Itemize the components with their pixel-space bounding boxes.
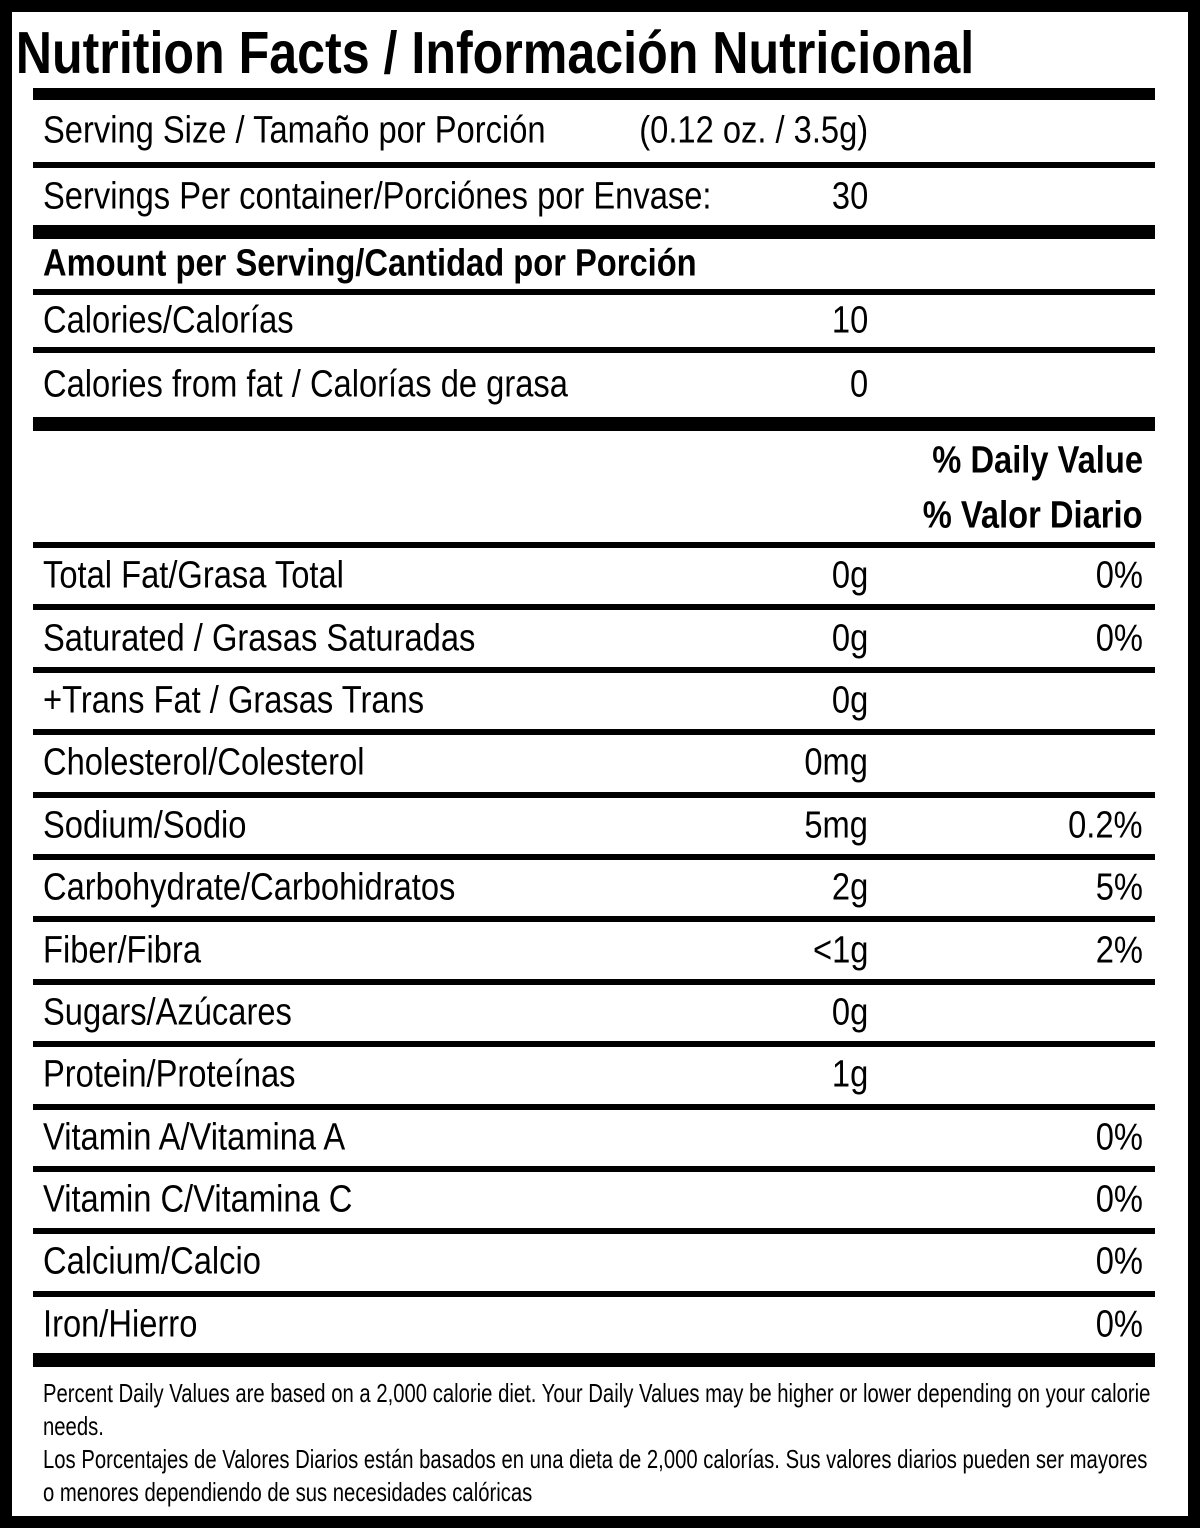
amount-per-serving-row: Amount per Serving/Cantidad por Porción	[33, 239, 1155, 289]
serving-size-label: Serving Size / Tamaño por Porción	[43, 109, 546, 152]
nutrient-row: Vitamin A/Vitamina A 0%	[33, 1110, 1155, 1166]
divider-rule	[33, 289, 1155, 295]
divider-rule	[33, 1165, 1155, 1172]
divider-rule	[33, 978, 1155, 985]
nutrient-row: Saturated / Grasas Saturadas 0g 0%	[33, 610, 1155, 666]
nutrient-dv: 0%	[1095, 1303, 1143, 1346]
nutrient-amount: 0g	[831, 554, 868, 597]
nutrient-amount: 0mg	[804, 741, 868, 784]
label-title: Nutrition Facts / Información Nutriciona…	[15, 19, 975, 86]
nutrient-dv: 0.2%	[1068, 804, 1143, 847]
nutrient-label: Sodium/Sodio	[43, 804, 247, 847]
nutrient-dv: 0%	[1095, 1240, 1143, 1283]
serving-size-value: (0.12 oz. / 3.5g)	[639, 109, 868, 152]
nutrient-row: Carbohydrate/Carbohidratos 2g 5%	[33, 860, 1155, 916]
nutrient-label: Iron/Hierro	[43, 1303, 198, 1346]
footnote: Percent Daily Values are based on a 2,00…	[33, 1367, 1155, 1516]
nutrient-dv: 2%	[1095, 929, 1143, 972]
title-divider-bar	[33, 88, 1155, 100]
footnote-en: Percent Daily Values are based on a 2,00…	[43, 1378, 1151, 1442]
divider-rule	[33, 1290, 1155, 1297]
title-block: Nutrition Facts / Información Nutriciona…	[16, 12, 1155, 88]
nutrient-row: Sugars/Azúcares 0g	[33, 985, 1155, 1041]
calories-from-fat-value: 0	[849, 363, 868, 406]
divider-rule	[33, 162, 1155, 168]
nutrient-dv: 5%	[1095, 866, 1143, 909]
nutrient-row: +Trans Fat / Grasas Trans 0g	[33, 673, 1155, 729]
nutrient-dv: 0%	[1095, 554, 1143, 597]
divider-rule	[33, 916, 1155, 923]
footnote-text: Percent Daily Values are based on a 2,00…	[43, 1377, 1155, 1509]
divider-rule	[33, 347, 1155, 353]
section-divider-bar	[33, 1353, 1155, 1368]
nutrient-row: Iron/Hierro 0%	[33, 1297, 1155, 1353]
nutrient-row: Calcium/Calcio 0%	[33, 1234, 1155, 1290]
nutrient-row: Total Fat/Grasa Total 0g 0%	[33, 548, 1155, 604]
nutrient-label: Calcium/Calcio	[43, 1240, 261, 1283]
divider-rule	[33, 853, 1155, 860]
section-divider-bar	[33, 225, 1155, 239]
servings-per-container-value: 30	[831, 175, 868, 217]
nutrient-label: Vitamin A/Vitamina A	[43, 1116, 346, 1159]
daily-value-heading-row-en: % Daily Value	[33, 431, 1155, 490]
nutrient-amount: 0g	[831, 991, 868, 1034]
calories-value: 10	[831, 299, 868, 342]
nutrient-row: Sodium/Sodio 5mg 0.2%	[33, 798, 1155, 854]
divider-rule	[33, 1228, 1155, 1235]
daily-value-heading-es: % Valor Diario	[923, 494, 1143, 537]
nutrient-row: Protein/Proteínas 1g	[33, 1047, 1155, 1103]
serving-size-row: Serving Size / Tamaño por Porción (0.12 …	[33, 100, 1155, 162]
nutrient-row: Vitamin C/Vitamina C 0%	[33, 1172, 1155, 1228]
nutrient-label: Fiber/Fibra	[43, 929, 201, 972]
divider-rule	[33, 604, 1155, 611]
nutrient-amount: 0g	[831, 617, 868, 660]
daily-value-heading-row-es: % Valor Diario	[33, 490, 1155, 542]
nutrient-amount: 1g	[831, 1053, 868, 1096]
divider-rule	[33, 729, 1155, 736]
nutrient-label: Sugars/Azúcares	[43, 991, 292, 1034]
divider-rule	[33, 1041, 1155, 1048]
label-content: Nutrition Facts / Información Nutriciona…	[16, 12, 1155, 1516]
nutrient-amount: 2g	[831, 866, 868, 909]
nutrient-amount: 0g	[831, 679, 868, 722]
nutrient-amount: 5mg	[804, 804, 868, 847]
calories-label: Calories/Calorías	[43, 299, 294, 342]
nutrient-amount: <1g	[812, 929, 868, 972]
servings-per-container-label: Servings Per container/Porciónes por Env…	[43, 175, 712, 217]
nutrient-row: Cholesterol/Colesterol 0mg	[33, 735, 1155, 791]
amount-per-serving-heading: Amount per Serving/Cantidad por Porción	[43, 242, 697, 285]
divider-rule	[33, 1103, 1155, 1110]
nutrient-dv: 0%	[1095, 1116, 1143, 1159]
calories-from-fat-label: Calories from fat / Calorías de grasa	[43, 363, 568, 406]
nutrient-dv: 0%	[1095, 1178, 1143, 1221]
footnote-es: Los Porcentajes de Valores Diarios están…	[43, 1444, 1148, 1508]
servings-per-container-row: Servings Per container/Porciónes por Env…	[33, 168, 1155, 225]
divider-rule	[33, 791, 1155, 798]
nutrient-label: Protein/Proteínas	[43, 1053, 296, 1096]
nutrient-row: Fiber/Fibra <1g 2%	[33, 922, 1155, 978]
nutrient-label: Carbohydrate/Carbohidratos	[43, 866, 456, 909]
section-divider-bar	[33, 417, 1155, 431]
divider-rule	[33, 666, 1155, 673]
nutrient-dv: 0%	[1095, 617, 1143, 660]
divider-rule	[33, 542, 1155, 548]
calories-row: Calories/Calorías 10	[33, 295, 1155, 347]
nutrient-label: +Trans Fat / Grasas Trans	[43, 679, 425, 722]
nutrient-label: Vitamin C/Vitamina C	[43, 1178, 353, 1221]
nutrient-label: Cholesterol/Colesterol	[43, 741, 365, 784]
nutrient-rows: Total Fat/Grasa Total 0g 0% Saturated / …	[33, 548, 1155, 1353]
nutrient-label: Total Fat/Grasa Total	[43, 554, 344, 597]
calories-from-fat-row: Calories from fat / Calorías de grasa 0	[33, 353, 1155, 417]
daily-value-heading-en: % Daily Value	[932, 439, 1143, 481]
nutrient-label: Saturated / Grasas Saturadas	[43, 617, 476, 660]
